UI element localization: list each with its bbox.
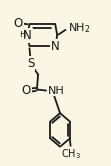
Text: H: H [19, 30, 26, 39]
Text: N: N [23, 29, 32, 42]
Text: O: O [21, 84, 31, 97]
Text: O: O [13, 17, 23, 30]
Text: N: N [51, 40, 60, 52]
Text: NH: NH [48, 85, 65, 95]
Text: CH$_3$: CH$_3$ [60, 148, 81, 161]
Text: S: S [27, 57, 34, 70]
Text: NH$_2$: NH$_2$ [68, 21, 91, 35]
